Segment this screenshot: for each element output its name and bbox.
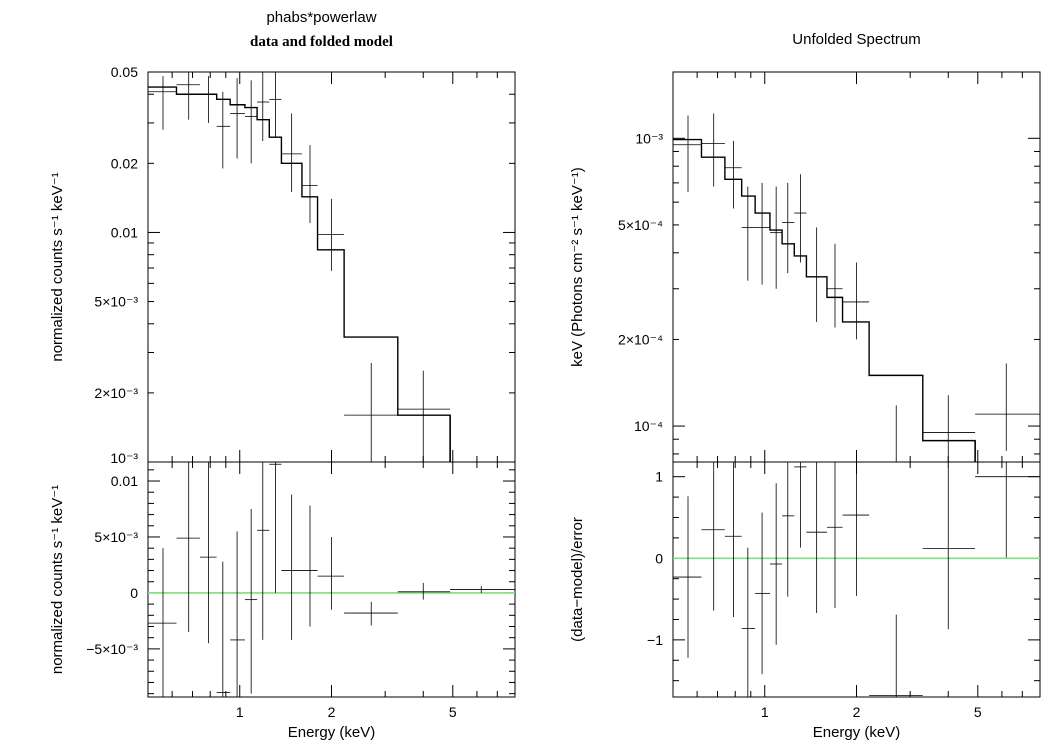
- data-point: [755, 512, 770, 675]
- y-tick-label: 0: [655, 550, 663, 566]
- data-point: [755, 182, 770, 285]
- y-tick-label: 0.05: [111, 64, 138, 80]
- data-point: [216, 561, 231, 697]
- data-point: [148, 76, 177, 130]
- model-line: [673, 138, 976, 462]
- data-point: [216, 91, 231, 169]
- panel-left-bottom: 1 2 5 0.01 5×10⁻³ 0 −5×10⁻³ Energy (keV) normali…: [49, 461, 516, 740]
- data-point: [199, 76, 217, 123]
- panel-right-top: 10⁻³ 5×10⁻⁴ 2×10⁻⁴ 10⁻⁴ Unfolded Spectrum keV…: [569, 31, 1041, 463]
- data-point: [806, 462, 827, 613]
- data-point: [869, 405, 923, 463]
- data-point: [869, 614, 923, 697]
- data-point: [922, 467, 976, 630]
- y-tick-label: 1: [655, 469, 663, 485]
- data-point: [317, 536, 345, 610]
- data-point: [230, 531, 245, 697]
- data-point: [397, 370, 451, 462]
- y-tick-label: 5×10⁻³: [94, 529, 138, 545]
- data-point: [673, 115, 702, 193]
- data-point: [301, 145, 318, 223]
- x-tick-label: 1: [236, 704, 244, 720]
- data-point: [724, 462, 742, 618]
- data-point: [782, 182, 795, 274]
- data-point: [176, 462, 200, 633]
- y-tick-label: 5×10⁻⁴: [618, 217, 663, 233]
- data-point: [176, 72, 200, 120]
- y-tick-label: 2×10⁻³: [94, 385, 138, 401]
- data-point: [244, 80, 258, 164]
- data-point: [344, 601, 398, 626]
- y-tick-label: 5×10⁻³: [94, 294, 138, 310]
- data-point: [975, 462, 1040, 558]
- data-point: [794, 174, 807, 263]
- data-point: [782, 462, 795, 597]
- data-point: [826, 462, 843, 609]
- chart-subtitle: data and folded model: [250, 34, 393, 50]
- panel-right-bottom: 1 2 5 1 0 −1 Energy (keV) (data−model)/error: [569, 461, 1041, 740]
- data-point: [769, 186, 783, 289]
- data-point: [769, 483, 783, 645]
- y-axis-label: normalized counts s⁻¹ keV⁻¹: [49, 485, 66, 674]
- data-point: [724, 140, 742, 209]
- data-point: [701, 462, 725, 611]
- chart-title: phabs*powerlaw: [266, 9, 376, 26]
- data-point: [842, 262, 870, 340]
- y-axis-label: (data−model)/error: [569, 517, 586, 642]
- data-point: [199, 462, 217, 644]
- model-line: [148, 86, 451, 462]
- data-point: [794, 462, 807, 548]
- data-point: [806, 227, 827, 322]
- data-point: [842, 462, 870, 596]
- x-tick-label: 2: [853, 704, 861, 720]
- data-point: [281, 494, 302, 640]
- data-point: [450, 586, 515, 593]
- y-tick-label: 0.01: [111, 224, 138, 240]
- data-point: [269, 72, 282, 138]
- data-point: [317, 198, 345, 271]
- data-point: [301, 505, 318, 627]
- y-axis-label: normalized counts s⁻¹ keV⁻¹: [49, 172, 66, 361]
- data-point: [257, 462, 270, 640]
- x-axis-label: Energy (keV): [813, 724, 901, 740]
- data-point: [269, 462, 282, 593]
- data-point: [741, 186, 756, 281]
- data-point: [922, 395, 976, 462]
- x-tick-label: 5: [449, 704, 457, 720]
- data-point: [397, 582, 451, 600]
- data-point: [257, 72, 270, 142]
- x-tick-label: 2: [328, 704, 336, 720]
- y-tick-label: −1: [647, 632, 663, 648]
- y-axis-label: keV (Photons cm⁻² s⁻¹ keV⁻¹): [569, 167, 586, 367]
- x-tick-label: 1: [761, 704, 769, 720]
- data-point: [975, 363, 1040, 451]
- data-point: [741, 547, 756, 697]
- data-point: [230, 78, 245, 159]
- data-point: [701, 113, 725, 187]
- chart-title: Unfolded Spectrum: [792, 31, 920, 48]
- y-tick-label: 0.02: [111, 155, 138, 171]
- y-tick-label: 2×10⁻⁴: [618, 331, 663, 347]
- data-point: [148, 548, 177, 697]
- y-tick-label: 10⁻³: [110, 450, 138, 466]
- y-tick-label: 0: [130, 585, 138, 601]
- x-axis-label: Energy (keV): [288, 724, 376, 740]
- panel-left-top: 0.05 0.02 0.01 5×10⁻³ 2×10⁻³ 10⁻³ phabs*powerl…: [49, 9, 516, 466]
- data-point: [344, 362, 398, 462]
- y-tick-label: 0.01: [111, 473, 138, 489]
- y-tick-label: 10⁻³: [635, 130, 663, 146]
- y-tick-label: 10⁻⁴: [634, 418, 663, 434]
- data-point: [826, 243, 843, 328]
- data-point: [281, 113, 302, 193]
- data-point: [673, 496, 702, 658]
- x-tick-label: 5: [974, 704, 982, 720]
- data-point: [244, 509, 258, 694]
- y-tick-label: −5×10⁻³: [86, 641, 138, 657]
